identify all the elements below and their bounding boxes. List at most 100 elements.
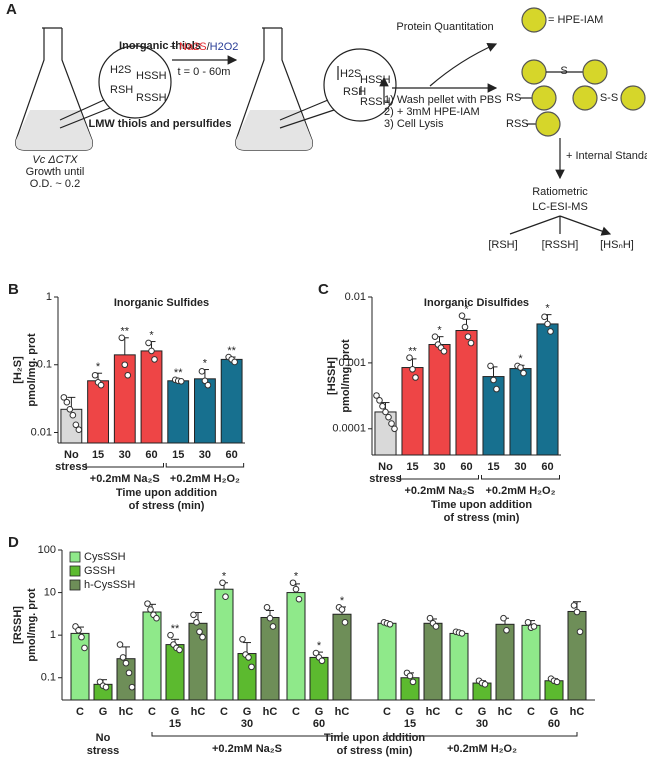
data-point	[239, 635, 246, 643]
group-bracket	[85, 463, 164, 468]
data-point	[119, 654, 127, 661]
x-axis-label: Time upon addition	[431, 499, 533, 511]
panel-a: A Inorganic thiols H2S HSSH RSH RSSH LMW…	[6, 1, 647, 251]
increase-arrow	[337, 66, 384, 104]
x-tick-label: hC	[119, 706, 134, 718]
data-point	[487, 362, 494, 370]
step: 3) Cell Lysis	[384, 118, 444, 130]
data-point	[500, 614, 507, 622]
x-tick-label: hC	[191, 706, 206, 718]
y-tick-label: 0.01	[31, 426, 52, 438]
bar	[567, 610, 587, 701]
data-point	[570, 602, 578, 609]
data-point	[376, 397, 383, 404]
data-point	[269, 623, 277, 630]
adduct: S-S	[600, 92, 618, 104]
significance: *	[545, 303, 550, 315]
legend-label: GSSH	[84, 565, 115, 577]
hpe-iam	[531, 85, 557, 111]
panel-label: B	[8, 281, 19, 298]
species: RSSH	[360, 96, 391, 108]
y-tick-label: 0.1	[41, 672, 56, 684]
x-tick-label: 15	[92, 449, 104, 461]
group-bracket	[400, 475, 479, 480]
x-tick-label: stress	[55, 461, 87, 473]
x-tick-label: C	[220, 706, 228, 718]
x-tick-label: No	[96, 732, 111, 744]
x-tick-label: G	[99, 706, 108, 718]
x-tick-label: 30	[433, 461, 445, 473]
x-tick-label: C	[455, 706, 463, 718]
legend: = HPE-IAM	[548, 14, 603, 26]
bar	[220, 358, 243, 444]
bar	[194, 378, 216, 444]
data-point	[576, 628, 584, 636]
bar	[332, 613, 352, 701]
strain: Vc ΔCTX	[32, 154, 78, 166]
data-point	[312, 649, 320, 657]
y-tick-label: 1	[50, 629, 56, 641]
x-tick-label: G	[243, 706, 252, 718]
data-point	[426, 614, 434, 622]
step: 1) Wash pellet with PBS	[384, 94, 502, 106]
data-point	[125, 669, 133, 677]
data-point	[121, 361, 129, 369]
data-point	[406, 672, 414, 680]
bar	[401, 367, 424, 456]
x-tick-label: hC	[426, 706, 441, 718]
data-point	[124, 371, 132, 379]
data-point	[440, 347, 448, 355]
significance: *	[203, 357, 208, 369]
significance: **	[227, 345, 236, 357]
data-point	[409, 678, 417, 686]
legend-swatch	[69, 579, 81, 591]
data-point	[75, 627, 82, 634]
group-label: +0.2mM Na₂S	[212, 743, 282, 755]
bar	[140, 350, 163, 444]
data-point	[388, 420, 395, 427]
y-axis-label: pmol/mg. prot	[26, 333, 38, 407]
x-tick-label: 30	[119, 449, 131, 461]
significance: *	[294, 571, 299, 583]
x-tick-label: C	[383, 706, 391, 718]
y-tick-label: 100	[38, 544, 56, 556]
bar	[87, 380, 109, 444]
bar	[165, 644, 185, 701]
significance: **	[121, 326, 130, 338]
data-point	[91, 371, 99, 379]
data-point	[524, 619, 532, 626]
x-tick-label: 30	[476, 718, 488, 730]
x-tick-label: C	[527, 706, 535, 718]
strain: Growth until	[26, 166, 85, 178]
bar	[260, 616, 280, 701]
y-tick-label: 1	[46, 291, 52, 303]
group-label: +0.2mM H₂O₂	[447, 743, 517, 755]
x-tick-label: 60	[313, 718, 325, 730]
data-point	[167, 631, 174, 639]
data-point	[391, 425, 398, 433]
significance: *	[340, 595, 345, 607]
x-tick-label: 30	[199, 449, 211, 461]
data-point	[493, 385, 500, 393]
data-point	[66, 406, 74, 413]
data-point	[467, 339, 475, 347]
bar	[70, 632, 90, 701]
x-tick-label: 60	[145, 449, 157, 461]
bar	[428, 344, 451, 456]
data-point	[222, 593, 229, 601]
data-point	[573, 608, 581, 616]
bar	[423, 622, 443, 701]
data-point	[458, 630, 466, 637]
legend-label: h-CysSSH	[84, 579, 135, 591]
data-point	[530, 623, 538, 630]
data-point	[97, 381, 105, 389]
strain: O.D. ~ 0.2	[30, 178, 80, 190]
data-point	[520, 369, 527, 377]
significance: *	[518, 353, 523, 365]
data-point	[151, 356, 158, 363]
x-tick-label: 15	[172, 449, 184, 461]
x-tick-label: hC	[570, 706, 585, 718]
chart-title: Inorganic Disulfides	[424, 297, 529, 309]
group-label: +0.2mM H₂O₂	[486, 485, 556, 497]
x-tick-label: 60	[460, 461, 472, 473]
